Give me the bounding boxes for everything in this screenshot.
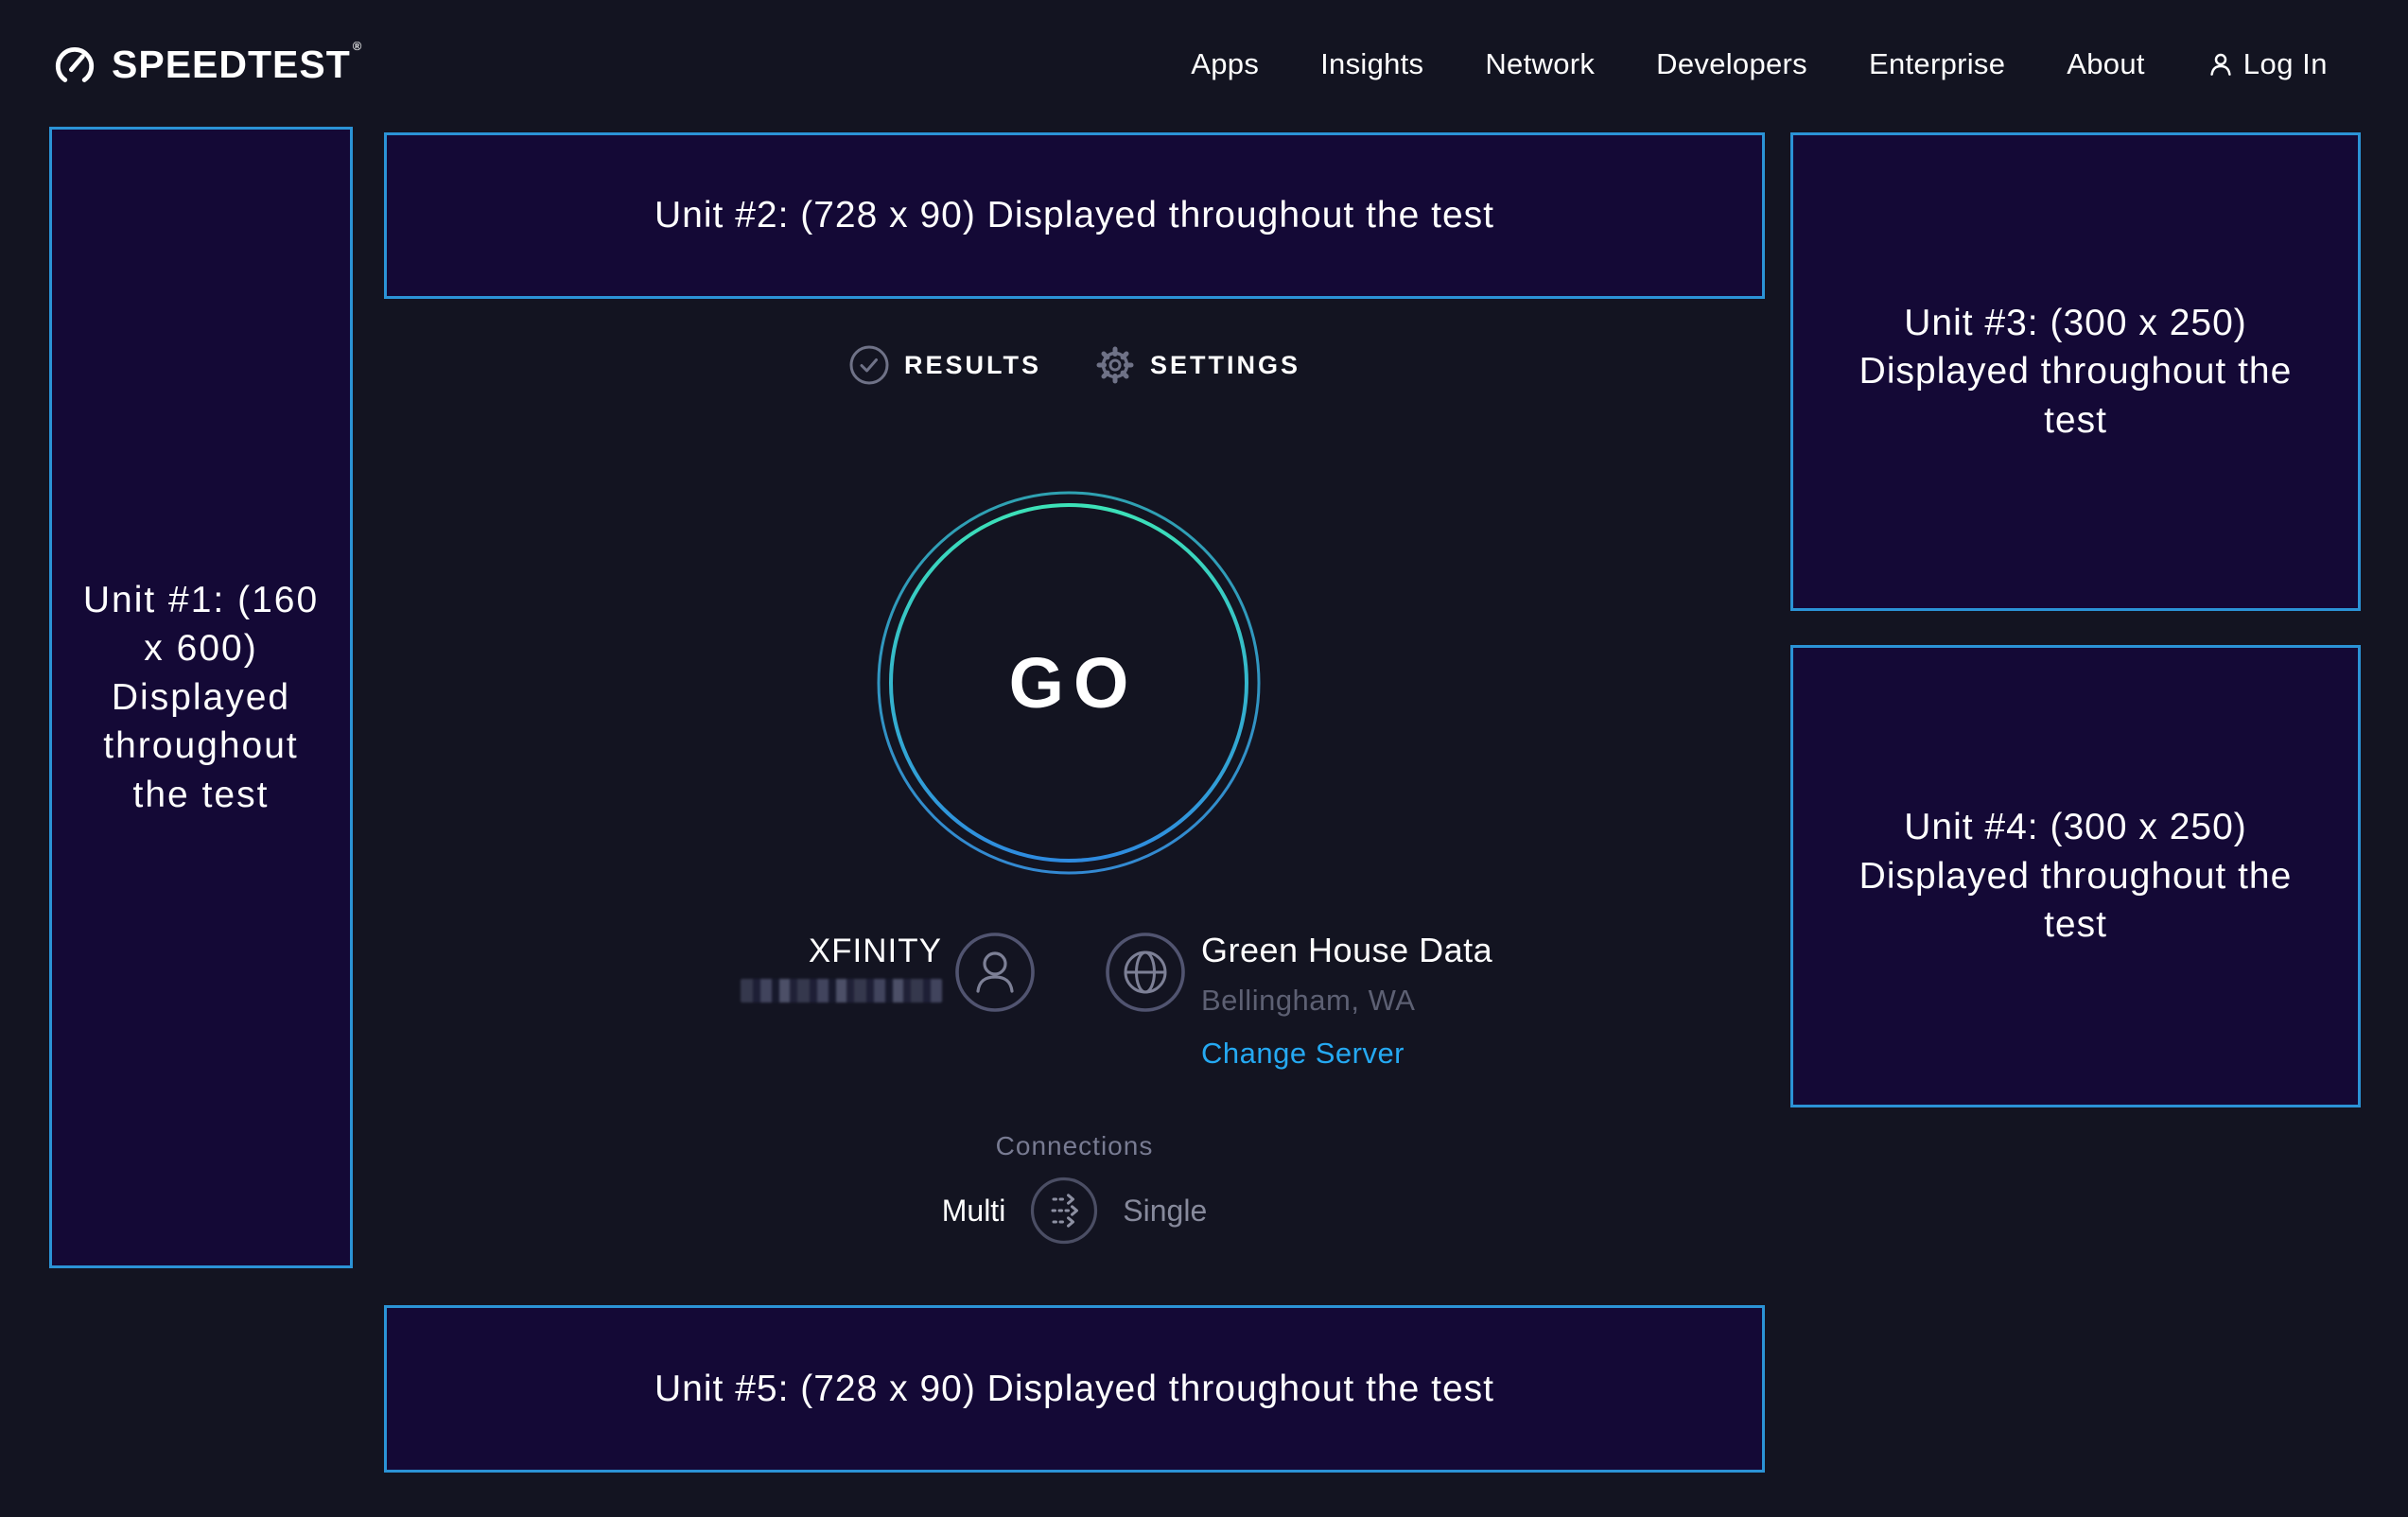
go-button-rings [877,491,1261,875]
tab-settings-label: SETTINGS [1150,350,1301,379]
ad-unit-3-rectangle[interactable]: Unit #3: (300 x 250) Displayed throughou… [1790,132,2361,611]
gear-icon [1094,344,1136,386]
connections-multi-option[interactable]: Multi [941,1193,1006,1228]
connections-toggle-icon[interactable] [1030,1177,1098,1245]
tab-results-label: RESULTS [903,350,1041,379]
user-outline-icon [2207,50,2235,78]
isp-info: XFINITY [741,931,942,1003]
nav-item-apps[interactable]: Apps [1191,47,1260,80]
nav-item-network[interactable]: Network [1485,47,1596,80]
ad-unit-1-skyscraper[interactable]: Unit #1: (160 x 600) Displayed throughou… [49,127,353,1268]
speedometer-gauge-icon [51,41,98,88]
login-label: Log In [2242,47,2328,80]
ad-unit-3-text: Unit #3: (300 x 250) Displayed throughou… [1858,302,2293,441]
connections-label: Connections [995,1131,1154,1160]
tab-settings[interactable]: SETTINGS [1094,344,1300,386]
ad-unit-2-leaderboard[interactable]: Unit #2: (728 x 90) Displayed throughout… [384,132,1765,299]
login-button[interactable]: Log In [2207,47,2328,81]
isp-user-icon[interactable] [955,933,1035,1012]
speedtest-logo[interactable]: SPEEDTEST ® [51,38,363,88]
connection-info-row: XFINITY Green House Data Bellingham, WA … [384,931,1765,1091]
ad-unit-4-rectangle[interactable]: Unit #4: (300 x 250) Displayed throughou… [1790,645,2361,1107]
server-name: Green House Data [1201,931,1493,969]
check-circle-icon [848,344,890,386]
tab-results[interactable]: RESULTS [848,344,1041,386]
ad-unit-1-text: Unit #1: (160 x 600) Displayed throughou… [82,579,320,815]
results-settings-tabs: RESULTS SETTINGS [384,340,1765,390]
masked-ip-text [741,979,942,1003]
connections-single-option[interactable]: Single [1123,1193,1208,1228]
ad-unit-4-text: Unit #4: (300 x 250) Displayed throughou… [1858,807,2293,946]
server-globe-icon[interactable] [1106,933,1185,1012]
nav-item-enterprise[interactable]: Enterprise [1868,47,2006,80]
go-button[interactable]: GO [875,489,1263,877]
logo-wordmark: SPEEDTEST ® [112,38,363,86]
ad-unit-5-leaderboard[interactable]: Unit #5: (728 x 90) Displayed throughout… [384,1305,1765,1473]
nav-item-insights[interactable]: Insights [1320,47,1424,80]
server-location: Bellingham, WA [1201,984,1416,1017]
connections-section: Connections Multi Single [384,1131,1765,1245]
nav-item-about[interactable]: About [2067,47,2145,80]
nav-menu: Apps Insights Network Developers Enterpr… [1191,47,2328,81]
change-server-link[interactable]: Change Server [1201,1037,1405,1070]
ad-unit-5-text: Unit #5: (728 x 90) Displayed throughout… [654,1368,1494,1409]
top-nav: SPEEDTEST ® Apps Insights Network Develop… [0,0,2408,123]
ad-unit-2-text: Unit #2: (728 x 90) Displayed throughout… [654,195,1494,236]
nav-item-developers[interactable]: Developers [1656,47,1807,80]
server-info: Green House Data Bellingham, WA Change S… [1201,931,1492,1071]
isp-name: XFINITY [808,933,942,969]
go-button-label: GO [1008,643,1139,723]
trademark-symbol: ® [352,38,363,53]
connections-toggle-row: Multi Single [941,1177,1208,1245]
